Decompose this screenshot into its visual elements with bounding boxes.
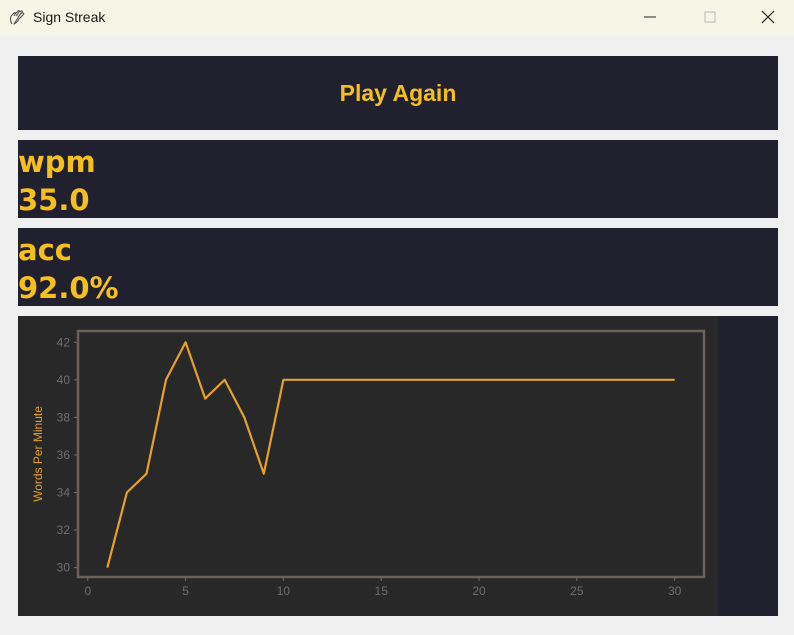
y-tick-label: 36 <box>57 448 71 462</box>
x-tick-label: 20 <box>472 584 486 598</box>
chart-background <box>18 316 718 616</box>
hand-sign-icon <box>9 10 25 25</box>
wpm-series-line <box>106 341 675 568</box>
y-tick-label: 32 <box>57 523 71 537</box>
y-tick-label: 30 <box>57 561 71 575</box>
x-tick-label: 15 <box>375 584 389 598</box>
window-title: Sign Streak <box>33 9 106 25</box>
x-tick-label: 25 <box>570 584 584 598</box>
maximize-button[interactable] <box>688 0 732 34</box>
y-tick-label: 38 <box>57 410 71 424</box>
x-tick-label: 5 <box>182 584 189 598</box>
maximize-icon <box>704 11 716 23</box>
close-icon <box>761 10 775 24</box>
x-tick-label: 30 <box>668 584 682 598</box>
accuracy-stat-panel: acc 92.0% <box>18 228 778 306</box>
wpm-value: 35.0 <box>18 183 90 217</box>
close-button[interactable] <box>746 0 790 34</box>
wpm-chart-panel: 0 5 10 15 20 25 30 30 32 34 36 38 40 42 Words Per Min… <box>18 316 778 616</box>
plot-frame <box>76 329 706 579</box>
minimize-button[interactable] <box>628 0 672 34</box>
play-again-label: Play Again <box>339 79 457 106</box>
y-tick-label: 42 <box>57 335 71 349</box>
wpm-stat-panel: wpm 35.0 <box>18 140 778 218</box>
accuracy-value: 92.0% <box>18 271 119 305</box>
wpm-line-chart: 0 5 10 15 20 25 30 30 32 34 36 38 40 42 Words Per Min… <box>18 316 718 616</box>
accuracy-label: acc <box>18 233 72 267</box>
minimize-icon <box>644 16 656 18</box>
y-tick-label: 34 <box>57 485 71 499</box>
play-again-button[interactable]: Play Again <box>18 56 778 130</box>
x-tick-label: 0 <box>84 584 91 598</box>
y-axis-label: Words Per Minute <box>31 406 45 502</box>
title-bar: Sign Streak <box>0 0 794 36</box>
x-tick-label: 10 <box>277 584 291 598</box>
wpm-label: wpm <box>18 145 96 179</box>
y-tick-label: 40 <box>57 373 71 387</box>
